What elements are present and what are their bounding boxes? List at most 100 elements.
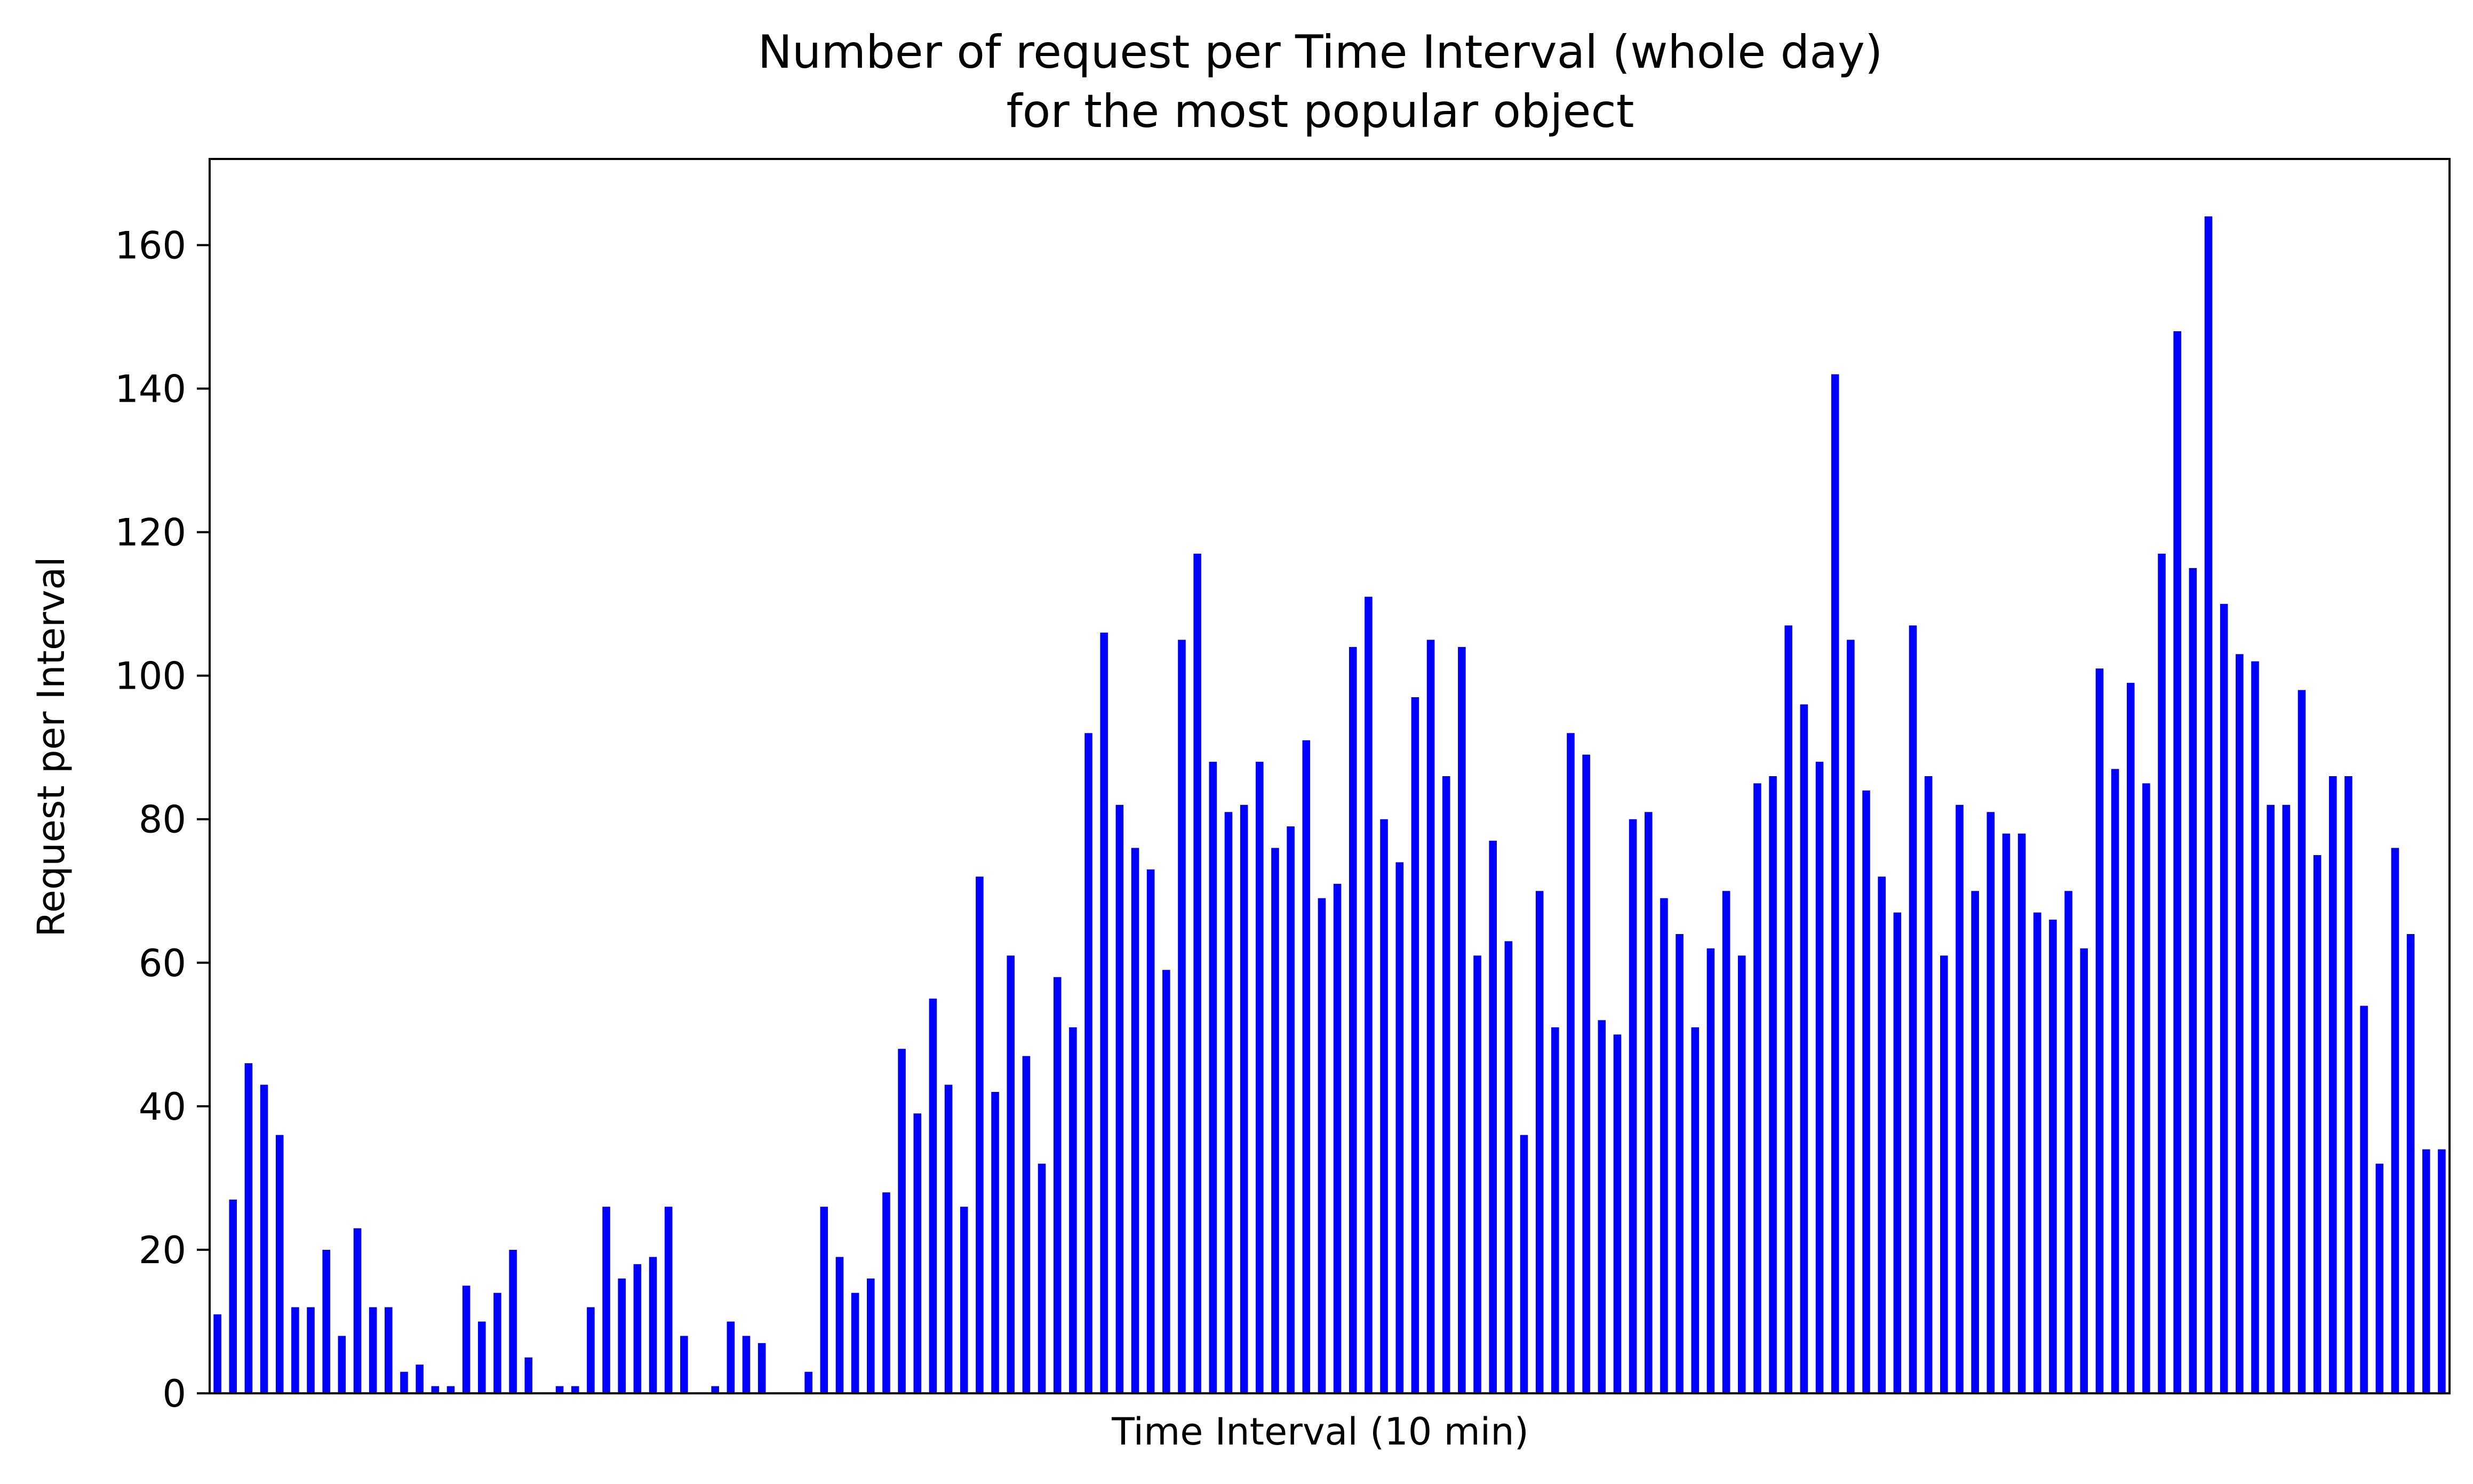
bar xyxy=(2329,776,2337,1393)
bar xyxy=(1956,804,1964,1393)
bar xyxy=(2064,891,2072,1393)
bar xyxy=(462,1286,470,1393)
bar xyxy=(1146,869,1155,1393)
bar xyxy=(2049,920,2057,1393)
plot-frame xyxy=(209,158,2451,1394)
bar xyxy=(680,1336,688,1393)
bar xyxy=(1940,955,1948,1393)
bar xyxy=(2313,855,2322,1393)
bar xyxy=(338,1336,346,1393)
bar xyxy=(944,1084,953,1393)
bar xyxy=(1287,826,1295,1393)
bar xyxy=(2375,1163,2384,1393)
bar xyxy=(493,1292,501,1393)
bar xyxy=(1411,697,1419,1393)
bar xyxy=(213,1314,221,1393)
y-tick-label: 160 xyxy=(115,224,186,267)
bar xyxy=(1567,733,1575,1393)
bar xyxy=(602,1207,610,1393)
bar xyxy=(1971,891,1979,1393)
bar xyxy=(2422,1149,2430,1393)
bar xyxy=(2173,331,2181,1393)
bar xyxy=(2142,783,2150,1393)
y-tick-label: 80 xyxy=(139,798,186,842)
bar xyxy=(1209,762,1217,1393)
bar xyxy=(1660,898,1668,1393)
bar xyxy=(2017,833,2026,1393)
bar xyxy=(2002,833,2011,1393)
bar xyxy=(2344,776,2352,1393)
bar xyxy=(757,1343,766,1393)
bar xyxy=(929,999,937,1393)
bar xyxy=(649,1257,657,1393)
bar xyxy=(1302,740,1311,1393)
bar xyxy=(1489,841,1497,1393)
bar xyxy=(804,1371,812,1393)
bar xyxy=(2282,804,2291,1393)
bar xyxy=(1504,941,1513,1393)
bar xyxy=(2360,1006,2368,1393)
bar xyxy=(2267,804,2275,1393)
bar xyxy=(1784,625,1792,1393)
bar xyxy=(478,1321,486,1393)
bar xyxy=(1473,955,1481,1393)
bar xyxy=(1613,1034,1622,1393)
bar xyxy=(1987,812,1995,1393)
bar xyxy=(322,1249,330,1393)
y-tick-label: 0 xyxy=(162,1372,186,1416)
bar xyxy=(2204,216,2213,1394)
bar xyxy=(1629,819,1637,1393)
bar xyxy=(1271,848,1279,1393)
bar xyxy=(2438,1149,2446,1393)
bar xyxy=(1038,1163,1046,1393)
bar xyxy=(2033,912,2041,1393)
bar xyxy=(400,1371,408,1393)
bar xyxy=(1069,1027,1077,1393)
y-tick-label: 40 xyxy=(139,1085,186,1129)
bar xyxy=(991,1091,999,1393)
bar xyxy=(509,1249,517,1393)
y-tick-label: 60 xyxy=(139,942,186,985)
bar xyxy=(369,1307,377,1393)
bar xyxy=(1100,632,1108,1393)
bar xyxy=(1815,762,1824,1393)
y-axis: 0 20 40 60 80 100 120 140 160 xyxy=(115,224,210,1416)
bar xyxy=(2220,604,2228,1393)
bar xyxy=(1924,776,1933,1393)
bar xyxy=(711,1386,719,1393)
bar xyxy=(1162,970,1170,1393)
bar xyxy=(2111,769,2119,1393)
bar xyxy=(1318,898,1326,1393)
bar xyxy=(1365,596,1373,1393)
bar xyxy=(1909,625,1917,1393)
bar xyxy=(291,1307,299,1393)
y-tick-label: 140 xyxy=(115,368,186,411)
bar xyxy=(1084,733,1092,1393)
y-tick-label: 100 xyxy=(115,655,186,698)
bar xyxy=(260,1084,268,1393)
bar xyxy=(867,1278,875,1393)
bar xyxy=(898,1049,906,1393)
bar xyxy=(1893,912,1902,1393)
bar xyxy=(307,1307,315,1393)
bar xyxy=(1862,790,1870,1393)
bar xyxy=(416,1365,424,1393)
bar xyxy=(835,1257,844,1393)
chart-title: Number of request per Time Interval (who… xyxy=(758,26,1883,79)
bar xyxy=(1193,553,1201,1393)
x-axis-label: Time Interval (10 min) xyxy=(1111,1410,1529,1454)
bar xyxy=(1691,1027,1700,1393)
bar xyxy=(2080,948,2088,1393)
bar xyxy=(1753,783,1761,1393)
bar xyxy=(524,1357,533,1393)
bar xyxy=(851,1292,859,1393)
bar xyxy=(1380,819,1388,1393)
bar xyxy=(727,1321,735,1393)
bar xyxy=(353,1228,362,1393)
bar xyxy=(1395,862,1404,1393)
bar xyxy=(1598,1020,1606,1393)
bar xyxy=(2236,654,2244,1393)
y-axis-label: Request per Interval xyxy=(29,556,73,937)
bar xyxy=(1769,776,1777,1393)
